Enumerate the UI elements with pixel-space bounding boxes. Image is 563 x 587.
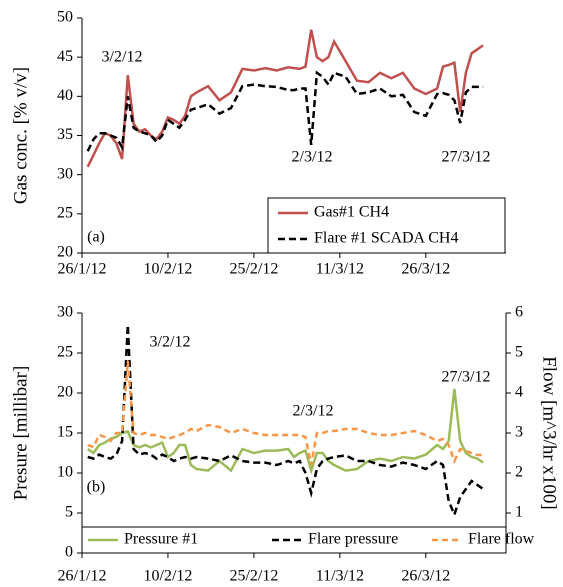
y-tick-label: 40 — [57, 87, 73, 104]
y-tick-label: 45 — [57, 48, 73, 65]
legend-label: Flare pressure — [308, 531, 398, 548]
legend-label: Pressure #1 — [124, 531, 198, 548]
annotation: (b) — [87, 479, 106, 496]
data-line — [87, 324, 484, 519]
y-tick-label: 50 — [57, 9, 73, 26]
annotation: 27/3/12 — [442, 149, 491, 166]
x-tick-label: 10/2/12 — [144, 261, 193, 278]
y-axis-label: Gas conc. [% v/v] — [10, 67, 31, 204]
y2-tick-label: 4 — [515, 384, 523, 401]
y-tick-label: 5 — [65, 504, 73, 521]
legend-box — [267, 197, 506, 254]
x-tick-label: 26/1/12 — [58, 568, 107, 585]
data-line — [86, 29, 484, 168]
x-tick-label: 11/3/12 — [316, 261, 364, 278]
x-tick-label: 11/3/12 — [316, 568, 364, 585]
x-tick-label: 10/2/12 — [144, 568, 193, 585]
x-tick-label: 26/3/12 — [401, 568, 450, 585]
annotation: 3/2/12 — [102, 49, 143, 66]
y-tick-label: 35 — [57, 126, 73, 143]
y2-tick-label: 6 — [515, 304, 523, 321]
x-tick-label: 25/2/12 — [229, 261, 278, 278]
y-tick-label: 25 — [57, 205, 73, 222]
legend-label: Flare flow — [468, 531, 535, 548]
annotation: 27/3/12 — [442, 369, 491, 386]
y-tick-label: 30 — [57, 304, 73, 321]
x-tick-label: 25/2/12 — [229, 568, 278, 585]
annotation: 2/3/12 — [293, 403, 334, 420]
legend-label: Gas#1 CH4 — [314, 204, 389, 221]
x-tick-label: 26/3/12 — [401, 261, 450, 278]
x-tick-label: 26/1/12 — [58, 261, 107, 278]
y-tick-label: 30 — [57, 165, 73, 182]
data-line — [86, 388, 484, 475]
y2-tick-label: 2 — [515, 464, 523, 481]
y-tick-label: 0 — [65, 544, 73, 561]
y-tick-label: 20 — [57, 244, 73, 261]
y-tick-label: 25 — [57, 344, 73, 361]
y-tick-label: 20 — [57, 384, 73, 401]
y2-axis-label: Flow [m^3/hr x100] — [539, 356, 560, 510]
data-line — [87, 360, 484, 466]
y-tick-label: 10 — [57, 464, 73, 481]
y2-tick-label: 3 — [515, 424, 523, 441]
legend-label: Flare #1 SCADA CH4 — [314, 230, 458, 247]
data-line — [86, 70, 484, 152]
y2-tick-label: 1 — [515, 504, 523, 521]
y-tick-label: 15 — [57, 424, 73, 441]
annotation: 3/2/12 — [150, 334, 191, 351]
annotation: 2/3/12 — [292, 149, 333, 166]
y2-tick-label: 5 — [515, 344, 523, 361]
annotation: (a) — [87, 229, 105, 246]
y-axis-label: Presure [millibar] — [10, 366, 31, 501]
